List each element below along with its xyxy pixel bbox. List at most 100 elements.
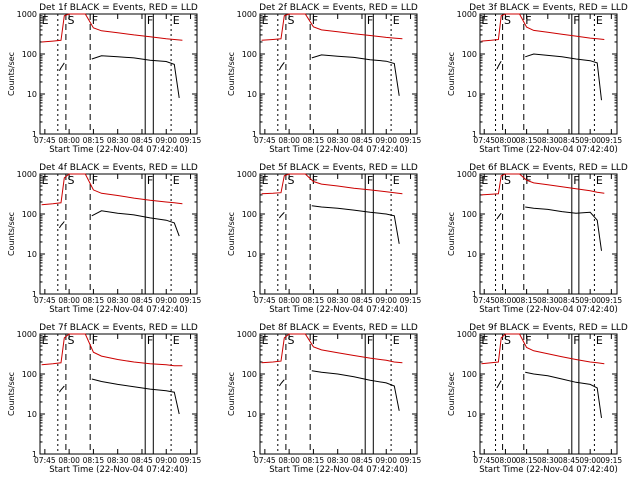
x-tick-label: 09:00 [155, 136, 177, 145]
x-tick-label: 09:00 [579, 136, 601, 145]
y-tick-label: 1000 [457, 10, 477, 19]
x-tick-label: 08:30 [107, 136, 129, 145]
detector-panel-3: Det 3f BLACK = Events, RED = LLD 1 10 100 10… [447, 3, 628, 155]
region-label: E [596, 174, 603, 187]
events-rate-line [278, 61, 285, 71]
region-label: F [92, 174, 98, 187]
panel-title: Det 2f BLACK = Events, RED = LLD [259, 3, 418, 13]
detector-panel-6: Det 6f BLACK = Events, RED = LLD 1 10 100 10… [447, 163, 628, 315]
x-tick-label: 08:45 [131, 456, 153, 465]
region-label: E [42, 334, 49, 347]
x-tick-label: 08:15 [83, 456, 105, 465]
y-tick-label: 10 [27, 410, 37, 419]
panel-title: Det 1f BLACK = Events, RED = LLD [39, 3, 198, 13]
plot-frame [39, 13, 198, 135]
region-label: F [92, 334, 98, 347]
x-tick-label: 09:00 [579, 456, 601, 465]
x-tick-label: 08:45 [351, 136, 373, 145]
y-tick-label: 1000 [17, 330, 37, 339]
x-tick-label: 08:45 [558, 456, 580, 465]
region-label: S [68, 334, 75, 347]
panel-title: Det 7f BLACK = Events, RED = LLD [39, 323, 198, 333]
events-rate-line [525, 53, 602, 101]
y-tick-label: 1 [252, 450, 257, 459]
region-label: E [393, 14, 400, 27]
x-tick-label: 09:15 [400, 136, 422, 145]
region-label: S [288, 14, 295, 27]
y-tick-label: 1 [252, 290, 257, 299]
y-tick-label: 10 [27, 250, 37, 259]
x-tick-label: 07:45 [254, 456, 276, 465]
x-tick-label: 08:15 [303, 456, 325, 465]
events-rate-line [311, 205, 400, 244]
y-tick-label: 100 [242, 50, 257, 59]
x-tick-label: 09:15 [180, 456, 202, 465]
region-label: F [92, 14, 98, 27]
x-tick-label: 09:15 [180, 136, 202, 145]
region-label: F [573, 334, 579, 347]
y-tick-label: 1000 [457, 170, 477, 179]
x-tick-label: 09:15 [601, 296, 623, 305]
y-tick-label: 1 [32, 450, 37, 459]
y-tick-label: 1 [32, 130, 37, 139]
x-axis-label: Start Time (22-Nov-04 07:42:40) [479, 305, 618, 315]
region-label: F [147, 334, 153, 347]
y-tick-label: 100 [22, 210, 37, 219]
x-tick-label: 09:00 [375, 456, 397, 465]
x-axis-label: Start Time (22-Nov-04 07:42:40) [269, 465, 408, 475]
x-tick-label: 07:45 [34, 136, 56, 145]
x-tick-label: 07:45 [254, 296, 276, 305]
region-label: F [573, 14, 579, 27]
region-label: F [525, 334, 531, 347]
plot-frame [479, 13, 618, 135]
y-tick-label: 1000 [237, 330, 257, 339]
y-tick-label: 10 [467, 90, 477, 99]
events-rate-line [91, 378, 180, 415]
y-tick-label: 1 [472, 290, 477, 299]
y-tick-label: 100 [22, 50, 37, 59]
region-label: E [393, 334, 400, 347]
x-tick-label: 08:30 [327, 296, 349, 305]
events-rate-line [525, 371, 602, 418]
y-tick-label: 100 [462, 210, 477, 219]
region-label: E [173, 14, 180, 27]
lld-rate-line [261, 173, 403, 195]
detector-panel-5: Det 5f BLACK = Events, RED = LLD 1 10 100 10… [227, 163, 422, 315]
y-tick-label: 1 [472, 450, 477, 459]
x-tick-label: 08:15 [303, 296, 325, 305]
y-tick-label: 100 [22, 370, 37, 379]
detector-panel-7: Det 7f BLACK = Events, RED = LLD 1 10 100 10… [7, 323, 202, 475]
x-tick-label: 08:45 [351, 296, 373, 305]
x-axis-label: Start Time (22-Nov-04 07:42:40) [479, 465, 618, 475]
region-label: F [367, 174, 373, 187]
y-axis-label: Counts/sec [227, 212, 236, 256]
x-tick-label: 08:45 [351, 456, 373, 465]
plot-frame [39, 333, 198, 455]
region-label: E [262, 334, 269, 347]
region-label: E [42, 174, 49, 187]
y-tick-label: 10 [247, 250, 257, 259]
x-tick-label: 08:15 [516, 456, 538, 465]
lld-rate-line [41, 13, 183, 43]
y-tick-label: 10 [27, 90, 37, 99]
x-tick-label: 08:45 [131, 296, 153, 305]
region-label: S [288, 174, 295, 187]
x-tick-label: 09:15 [601, 456, 623, 465]
x-tick-label: 08:00 [58, 456, 80, 465]
x-axis-label: Start Time (22-Nov-04 07:42:40) [49, 305, 188, 315]
y-tick-label: 10 [467, 410, 477, 419]
x-tick-label: 08:15 [83, 136, 105, 145]
y-axis-label: Counts/sec [7, 372, 16, 416]
x-tick-label: 08:30 [107, 296, 129, 305]
region-label: S [288, 334, 295, 347]
x-tick-label: 08:00 [58, 136, 80, 145]
x-tick-label: 08:30 [107, 456, 129, 465]
lld-rate-line [481, 333, 605, 365]
region-label: E [481, 334, 488, 347]
y-axis-label: Counts/sec [447, 52, 456, 96]
y-tick-label: 1000 [17, 170, 37, 179]
x-tick-label: 08:45 [558, 136, 580, 145]
events-rate-line [496, 212, 502, 220]
plot-frame [259, 13, 418, 135]
